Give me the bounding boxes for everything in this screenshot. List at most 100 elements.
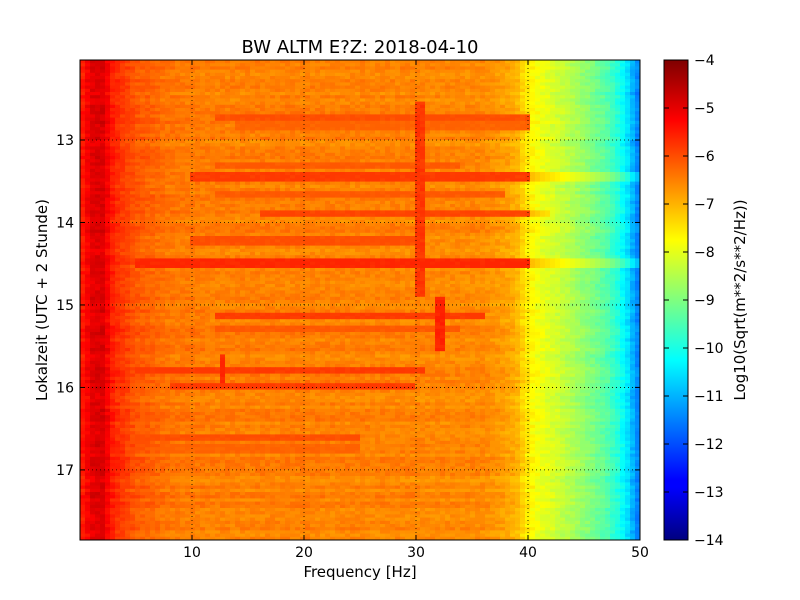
heatmap-cell — [310, 69, 316, 74]
heatmap-cell — [270, 111, 276, 115]
heatmap-cell — [530, 140, 536, 144]
heatmap-cell — [630, 130, 636, 135]
heatmap-cell — [195, 69, 201, 74]
heatmap-cell — [375, 156, 381, 160]
heatmap-cell — [240, 82, 246, 87]
heatmap-cell — [320, 165, 326, 170]
heatmap-cell — [375, 168, 381, 173]
heatmap-cell — [565, 117, 571, 122]
heatmap-cell — [495, 104, 501, 109]
heatmap-cell — [495, 60, 501, 64]
heatmap-cell — [550, 82, 556, 87]
heatmap-cell — [260, 143, 266, 147]
heatmap-cell — [120, 120, 126, 125]
heatmap-cell — [270, 159, 276, 163]
heatmap-cell — [195, 66, 201, 71]
heatmap-cell — [300, 178, 306, 183]
heatmap-cell — [125, 159, 131, 163]
heatmap-cell — [295, 156, 301, 160]
heatmap-cell — [365, 133, 371, 138]
heatmap-cell — [105, 194, 111, 199]
heatmap-cell — [350, 146, 356, 151]
heatmap-cell — [460, 108, 466, 112]
heatmap-cell — [395, 127, 401, 131]
heatmap-cell — [180, 136, 186, 141]
heatmap-cell — [285, 124, 291, 128]
heatmap-cell — [90, 79, 96, 83]
heatmap-cell — [360, 111, 366, 115]
heatmap-cell — [195, 130, 201, 135]
heatmap-cell — [325, 95, 331, 99]
heatmap-cell — [150, 178, 156, 183]
heatmap-cell — [445, 72, 451, 77]
heatmap-cell — [295, 159, 301, 163]
heatmap-cell — [95, 197, 101, 202]
heatmap-cell — [250, 92, 256, 96]
heatmap-cell — [255, 146, 261, 151]
heatmap-cell — [480, 146, 486, 151]
heatmap-cell — [490, 178, 496, 183]
heatmap-cell — [155, 133, 161, 138]
heatmap-cell — [480, 114, 486, 119]
heatmap-cell — [255, 63, 261, 67]
heatmap-cell — [460, 149, 466, 154]
heatmap-cell — [175, 191, 181, 195]
heatmap-cell — [110, 133, 116, 138]
heatmap-cell — [350, 92, 356, 96]
heatmap-cell — [200, 140, 206, 144]
heatmap-cell — [250, 82, 256, 87]
heatmap-cell — [565, 178, 571, 183]
heatmap-cell — [390, 168, 396, 173]
heatmap-cell — [570, 63, 576, 67]
heatmap-cell — [510, 149, 516, 154]
heatmap-cell — [160, 136, 166, 141]
heatmap-cell — [425, 149, 431, 154]
heatmap-cell — [255, 159, 261, 163]
heatmap-cell — [395, 111, 401, 115]
heatmap-cell — [140, 114, 146, 119]
heatmap-cell — [625, 165, 631, 170]
heatmap-cell — [200, 79, 206, 83]
heatmap-cell — [120, 152, 126, 157]
heatmap-cell — [455, 191, 461, 195]
heatmap-cell — [435, 60, 441, 64]
heatmap-cell — [355, 92, 361, 96]
heatmap-cell — [530, 143, 536, 147]
heatmap-cell — [160, 95, 166, 99]
heatmap-cell — [125, 85, 131, 90]
heatmap-cell — [85, 146, 91, 151]
heatmap-cell — [605, 149, 611, 154]
heatmap-cell — [615, 72, 621, 77]
heatmap-cell — [565, 72, 571, 77]
heatmap-cell — [325, 124, 331, 128]
heatmap-cell — [475, 98, 481, 103]
heatmap-cell — [610, 156, 616, 160]
heatmap-cell — [445, 101, 451, 106]
heatmap-cell — [140, 98, 146, 103]
heatmap-cell — [215, 149, 221, 154]
heatmap-cell — [295, 95, 301, 99]
heatmap-cell — [320, 124, 326, 128]
heatmap-cell — [230, 149, 236, 154]
heatmap-cell — [300, 188, 306, 192]
heatmap-cell — [495, 175, 501, 179]
heatmap-cell — [430, 133, 436, 138]
heatmap-cell — [195, 85, 201, 90]
heatmap-cell — [240, 159, 246, 163]
heatmap-cell — [445, 188, 451, 192]
heatmap-cell — [155, 191, 161, 195]
heatmap-cell — [100, 92, 106, 96]
heatmap-cell — [590, 95, 596, 99]
heatmap-cell — [325, 181, 331, 186]
heatmap-cell — [315, 149, 321, 154]
heatmap-cell — [130, 197, 136, 202]
heatmap-cell — [570, 76, 576, 80]
heatmap-cell — [375, 143, 381, 147]
heatmap-cell — [635, 162, 640, 167]
heatmap-cell — [300, 149, 306, 154]
heatmap-cell — [380, 124, 386, 128]
heatmap-cell — [450, 188, 456, 192]
heatmap-cell — [145, 63, 151, 67]
heatmap-cell — [555, 191, 561, 195]
heatmap-cell — [305, 98, 311, 103]
